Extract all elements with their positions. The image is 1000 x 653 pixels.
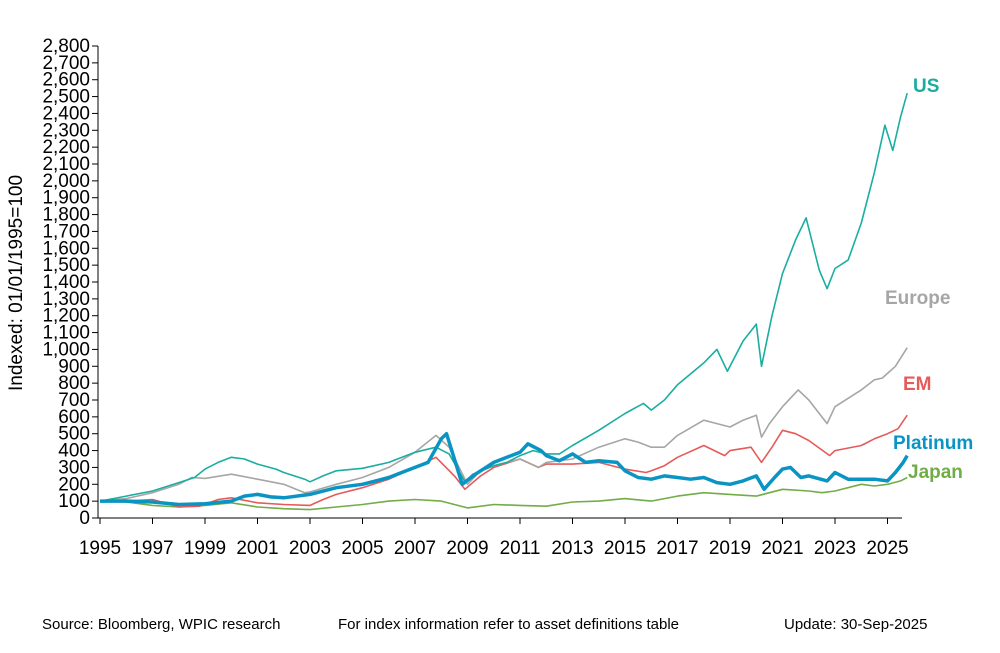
chart-axes: [97, 46, 902, 519]
y-tick-label: 500: [58, 424, 90, 445]
series-label-europe: Europe: [885, 288, 950, 309]
chart-series: [99, 92, 909, 511]
y-axis-label: Indexed: 01/01/1995=100: [6, 175, 27, 391]
x-tick-label: 2015: [604, 538, 646, 559]
line-chart: 01002003004005006007008009001,0001,1001,…: [6, 36, 973, 559]
y-tick-label: 800: [58, 373, 90, 394]
y-tick-label: 1,200: [42, 306, 90, 327]
series-label-platinum: Platinum: [893, 433, 973, 454]
x-tick-label: 2021: [761, 538, 803, 559]
y-tick-label: 600: [58, 407, 90, 428]
x-tick-label: 2013: [551, 538, 593, 559]
x-tick-label: 1995: [79, 538, 121, 559]
series-label-em: EM: [903, 374, 932, 395]
x-tick-label: 2007: [394, 538, 436, 559]
y-tick-label: 200: [58, 474, 90, 495]
y-tick-label: 1,400: [42, 272, 90, 293]
y-tick-label: 1,300: [42, 289, 90, 310]
x-tick-label: 2009: [446, 538, 488, 559]
x-tick-label: 2011: [500, 538, 541, 559]
y-tick-label: 2,500: [42, 87, 90, 108]
y-tick-label: 2,300: [42, 120, 90, 141]
y-tick-label: 1,500: [42, 255, 90, 276]
y-tick-label: 1,600: [42, 238, 90, 259]
y-tick-label: 300: [58, 457, 90, 478]
series-line-platinum: [100, 431, 909, 507]
y-tick-label: 1,000: [42, 339, 90, 360]
y-axis-ticks: 01002003004005006007008009001,0001,1001,…: [42, 36, 98, 529]
y-tick-label: 0: [79, 508, 90, 529]
x-axis-ticks: 1995 1997 1999 2001 2003 2005 2007 2009 2011 2013…: [79, 518, 909, 559]
y-tick-label: 1,700: [42, 221, 90, 242]
y-tick-label: 2,600: [42, 70, 90, 91]
y-tick-label: 1,900: [42, 188, 90, 209]
x-tick-label: 2023: [814, 538, 856, 559]
series-line-europe: [99, 347, 908, 502]
y-tick-label: 700: [58, 390, 90, 411]
series-line-japan: [99, 476, 908, 511]
footer-note: For index information refer to asset def…: [338, 616, 680, 633]
series-line-us: [99, 92, 908, 502]
y-tick-label: 2,100: [42, 154, 90, 175]
y-tick-label: 2,400: [42, 103, 90, 124]
series-line-em: [100, 414, 908, 508]
series-label-us: US: [913, 76, 939, 97]
x-tick-label: 1999: [184, 538, 226, 559]
x-tick-label: 2017: [656, 538, 698, 559]
y-tick-label: 2,800: [42, 36, 90, 57]
y-tick-label: 1,100: [42, 323, 90, 344]
y-tick-label: 400: [58, 441, 90, 462]
x-tick-label: 2019: [709, 538, 751, 559]
y-tick-label: 2,700: [42, 53, 90, 74]
footer-update: Update: 30-Sep-2025: [784, 616, 928, 633]
series-labels: US Europe EM Platinum Japan: [885, 76, 973, 483]
y-tick-label: 100: [58, 491, 90, 512]
y-tick-label: 2,000: [42, 171, 90, 192]
x-tick-label: 2005: [341, 538, 383, 559]
x-tick-label: 2001: [236, 538, 278, 559]
y-tick-label: 2,200: [42, 137, 90, 158]
y-tick-label: 900: [58, 356, 90, 377]
x-tick-label: 2025: [866, 538, 908, 559]
footer-source: Source: Bloomberg, WPIC research: [42, 616, 281, 633]
y-tick-label: 1,800: [42, 205, 90, 226]
series-label-japan: Japan: [908, 462, 963, 483]
x-tick-label: 2003: [289, 538, 331, 559]
x-tick-label: 1997: [131, 538, 173, 559]
